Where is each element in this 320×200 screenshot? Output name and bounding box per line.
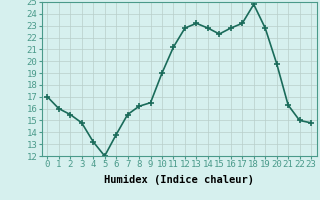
X-axis label: Humidex (Indice chaleur): Humidex (Indice chaleur) xyxy=(104,175,254,185)
